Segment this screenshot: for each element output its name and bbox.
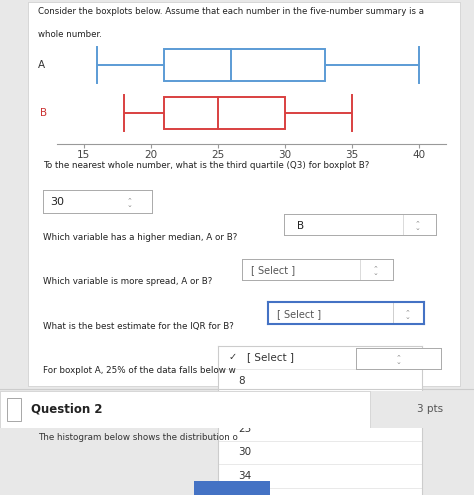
Text: [ Select ]: [ Select ]	[251, 265, 295, 275]
Text: whole number.: whole number.	[38, 30, 102, 39]
Text: The histogram below shows the distribution o: The histogram below shows the distributi…	[38, 433, 238, 442]
Text: 23: 23	[238, 424, 252, 434]
Text: What is the best estimate for the IQR for B?: What is the best estimate for the IQR fo…	[43, 322, 234, 331]
Text: For boxplot A, 25% of the data falls below w: For boxplot A, 25% of the data falls bel…	[43, 366, 236, 375]
Bar	[7, 398, 21, 421]
Text: Consider the boxplots below. Assume that each number in the five-number summary : Consider the boxplots below. Assume that…	[38, 7, 424, 16]
Bar	[164, 49, 325, 82]
Text: B: B	[297, 221, 304, 231]
Text: [ Select ]: [ Select ]	[246, 352, 293, 362]
Text: B: B	[40, 108, 47, 118]
Text: Which variable is more spread, A or B?: Which variable is more spread, A or B?	[43, 277, 212, 286]
Text: ⌃
⌄: ⌃ ⌄	[372, 265, 378, 276]
Text: ⌃
⌄: ⌃ ⌄	[395, 354, 401, 365]
Text: 34: 34	[238, 471, 252, 481]
Text: 30: 30	[50, 198, 64, 207]
Text: Which variable has a higher median, A or B?: Which variable has a higher median, A or…	[43, 233, 237, 242]
Text: A: A	[38, 60, 45, 70]
Bar	[164, 97, 285, 129]
Text: 30: 30	[238, 447, 252, 457]
Text: 12: 12	[238, 400, 252, 410]
Text: Question 2: Question 2	[31, 402, 102, 415]
Text: To the nearest whole number, what is the third quartile (Q3) for boxplot B?: To the nearest whole number, what is the…	[43, 161, 369, 170]
Text: 3 pts: 3 pts	[417, 403, 443, 414]
Text: ⌃
⌄: ⌃ ⌄	[127, 197, 133, 208]
Text: [ Select ]: [ Select ]	[277, 309, 321, 319]
Bar	[0, 391, 370, 428]
Text: ⌃
⌄: ⌃ ⌄	[404, 309, 410, 320]
Text: 8: 8	[238, 376, 245, 386]
Text: ✓: ✓	[228, 352, 237, 362]
Text: ⌃
⌄: ⌃ ⌄	[415, 220, 421, 231]
